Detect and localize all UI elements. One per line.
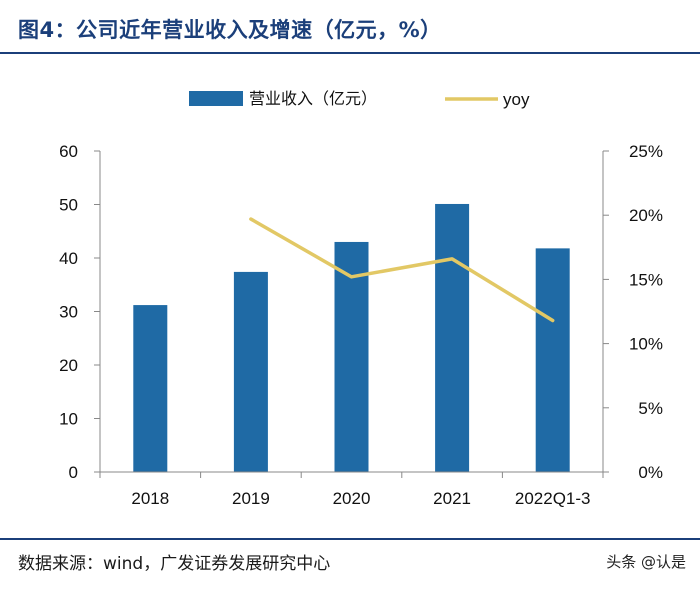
chart: 营业收入（亿元） yoy 0 10 20 30 40 50 60 0% 5% 10% 15% 20% 2… — [59, 89, 663, 508]
revenue-bar — [435, 203, 470, 472]
yoy-line-series — [249, 217, 555, 323]
right-tick-label: 5% — [638, 399, 663, 418]
title-divider — [0, 52, 700, 54]
yoy-line — [249, 217, 555, 323]
x-axis: 2018 2019 2020 2021 2022Q1-3 — [99, 471, 604, 508]
left-axis: 0 10 20 30 40 50 60 — [59, 142, 101, 482]
x-tick-label: 2019 — [232, 489, 270, 508]
legend: 营业收入（亿元） yoy — [189, 89, 530, 109]
right-tick-label: 20% — [629, 206, 663, 225]
figure-title: 图4：公司近年营业收入及增速（亿元，%） — [18, 18, 442, 42]
right-tick-label: 15% — [629, 270, 663, 289]
revenue-bar — [133, 305, 168, 472]
x-tick-label: 2018 — [131, 489, 169, 508]
left-tick-label: 50 — [59, 196, 78, 215]
x-tick-label: 2022Q1-3 — [515, 489, 591, 508]
right-axis: 0% 5% 10% 15% 20% 25% — [602, 142, 663, 482]
revenue-bar — [535, 248, 570, 472]
x-tick-label: 2020 — [333, 489, 371, 508]
right-tick-label: 10% — [629, 335, 663, 354]
legend-line-label: yoy — [503, 90, 530, 109]
left-tick-label: 60 — [59, 142, 78, 161]
left-tick-label: 10 — [59, 410, 78, 429]
left-tick-label: 30 — [59, 303, 78, 322]
footer-divider — [0, 538, 700, 540]
revenue-bar — [233, 271, 268, 472]
right-tick-label: 25% — [629, 142, 663, 161]
legend-bar-swatch — [189, 91, 243, 106]
left-tick-label: 0 — [69, 463, 78, 482]
x-tick-label: 2021 — [433, 489, 471, 508]
revenue-bar — [334, 241, 369, 472]
source-note: 数据来源：wind，广发证券发展研究中心 — [18, 554, 331, 574]
right-tick-label: 0% — [638, 463, 663, 482]
watermark: 头条 @认是 — [606, 553, 686, 571]
legend-bar-label: 营业收入（亿元） — [249, 89, 377, 108]
left-tick-label: 20 — [59, 356, 78, 375]
left-tick-label: 40 — [59, 249, 78, 268]
bar-series — [133, 203, 570, 472]
